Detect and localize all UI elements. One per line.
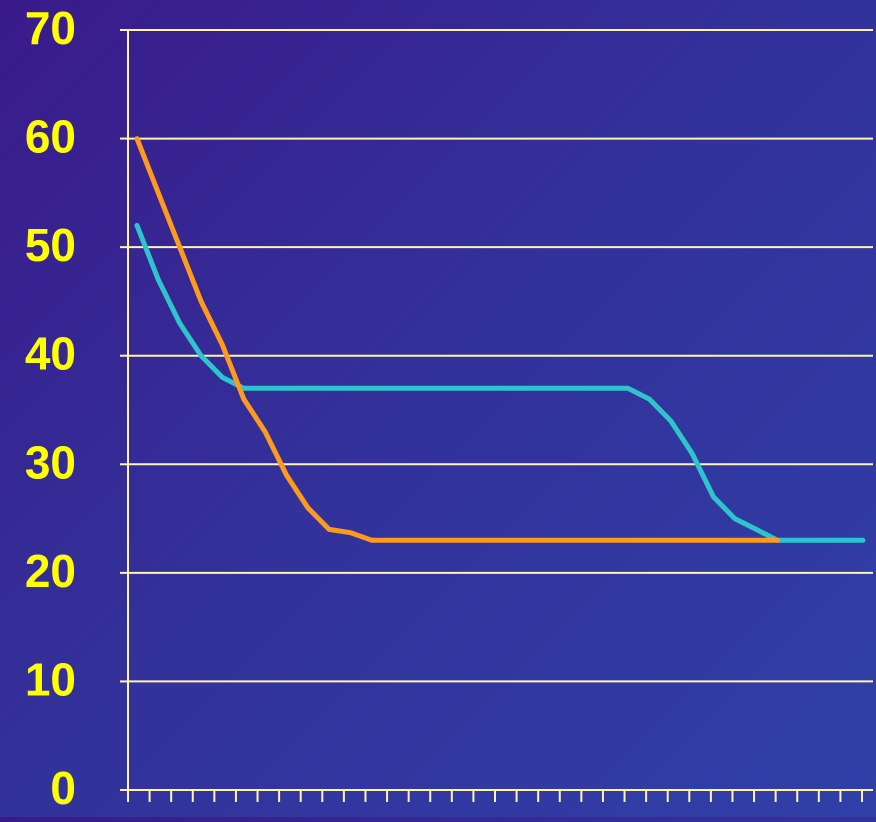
series-lines [134,136,866,543]
y-tick-label-0: 0 [50,762,76,814]
y-tick-label-50: 50 [25,219,76,271]
series-2-line [134,136,780,543]
gridlines [128,29,873,683]
y-tick-label-40: 40 [25,328,76,380]
series-1-line [134,222,866,543]
y-tick-label-70: 70 [25,2,76,54]
axes [120,29,873,802]
y-tick-label-30: 30 [25,436,76,488]
y-tick-label-60: 60 [25,111,76,163]
y-tick-labels: 0 10 20 30 40 50 60 70 [25,2,76,814]
y-tick-label-20: 20 [25,545,76,597]
y-tick-label-10: 10 [25,653,76,705]
